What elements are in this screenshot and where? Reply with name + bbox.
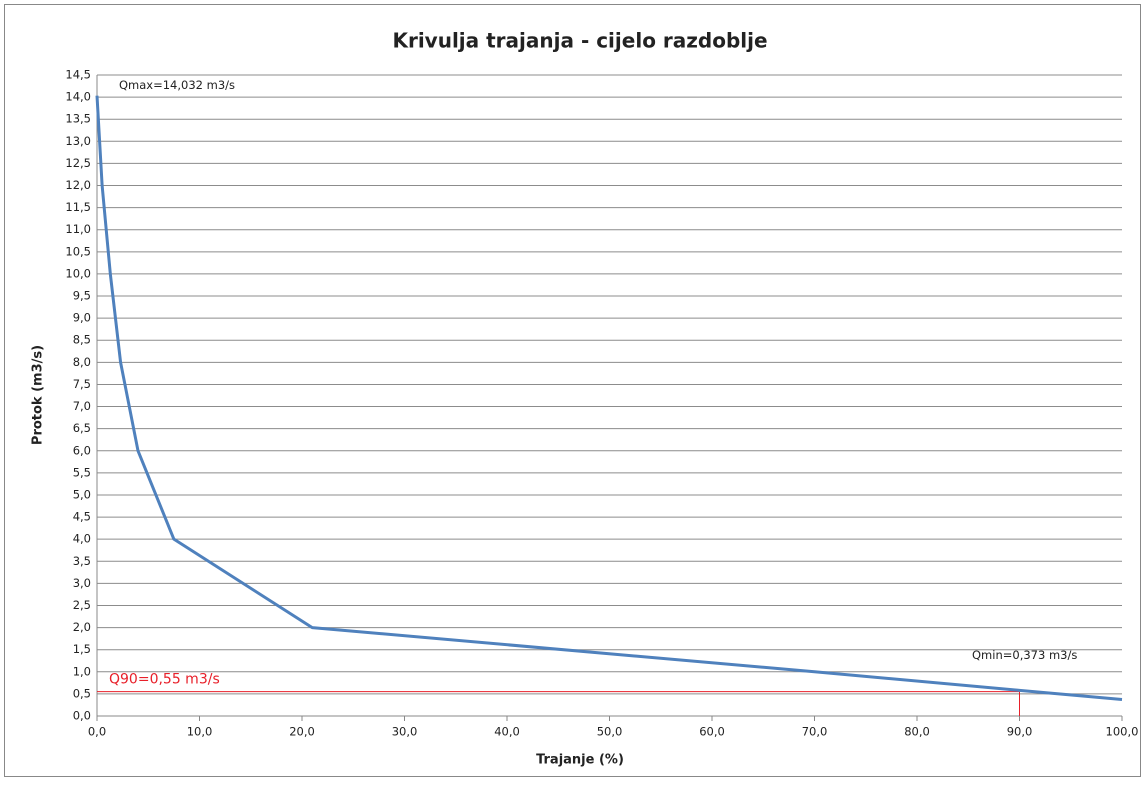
y-tick-label: 6,0 [73,443,91,457]
y-tick-label: 2,0 [73,620,91,634]
y-tick-label: 1,0 [73,664,91,678]
y-tick-label: 0,5 [73,686,91,700]
y-tick-label: 11,0 [65,222,91,236]
y-tick-label: 0,0 [73,709,91,723]
x-tick-label: 10,0 [187,725,213,739]
y-tick-label: 13,5 [65,112,91,126]
x-tick-label: 30,0 [392,725,418,739]
min-annotation: Qmin=0,373 m3/s [972,648,1077,662]
y-tick-label: 7,5 [73,377,91,391]
q90-label: Q90=0,55 m3/s [109,672,220,688]
x-tick-label: 0,0 [88,725,106,739]
y-tick-label: 3,5 [73,554,91,568]
x-tick-label: 90,0 [1007,725,1033,739]
x-tick-label: 50,0 [597,725,623,739]
y-tick-label: 8,0 [73,355,91,369]
x-tick-label: 80,0 [904,725,930,739]
max-annotation: Qmax=14,032 m3/s [119,78,235,92]
y-tick-label: 12,5 [65,156,91,170]
y-tick-label: 13,0 [65,134,91,148]
y-axis-label: Protok (m3/s) [31,345,46,445]
y-tick-label: 10,5 [65,244,91,258]
y-tick-label: 10,0 [65,266,91,280]
y-tick-label: 8,5 [73,333,91,347]
y-tick-label: 12,0 [65,178,91,192]
x-tick-label: 60,0 [699,725,725,739]
x-tick-label: 20,0 [289,725,315,739]
x-tick-label: 100,0 [1106,725,1139,739]
y-tick-label: 9,5 [73,289,91,303]
y-tick-label: 3,0 [73,576,91,590]
x-axis-label: Trajanje (%) [536,753,624,768]
y-tick-label: 7,0 [73,399,91,413]
y-tick-label: 5,0 [73,487,91,501]
y-tick-label: 4,0 [73,532,91,546]
chart-border [4,4,1141,777]
x-tick-label: 40,0 [494,725,520,739]
y-tick-label: 4,5 [73,510,91,524]
y-tick-label: 6,5 [73,421,91,435]
y-tick-label: 9,0 [73,311,91,325]
y-tick-label: 5,5 [73,465,91,479]
x-tick-label: 70,0 [802,725,828,739]
y-tick-label: 14,0 [65,90,91,104]
y-tick-label: 14,5 [65,68,91,82]
y-tick-label: 1,5 [73,642,91,656]
data-line [95,95,1123,702]
y-tick-label: 2,5 [73,598,91,612]
chart-title: Krivulja trajanja - cijelo razdoblje [392,29,767,53]
y-tick-label: 11,5 [65,200,91,214]
